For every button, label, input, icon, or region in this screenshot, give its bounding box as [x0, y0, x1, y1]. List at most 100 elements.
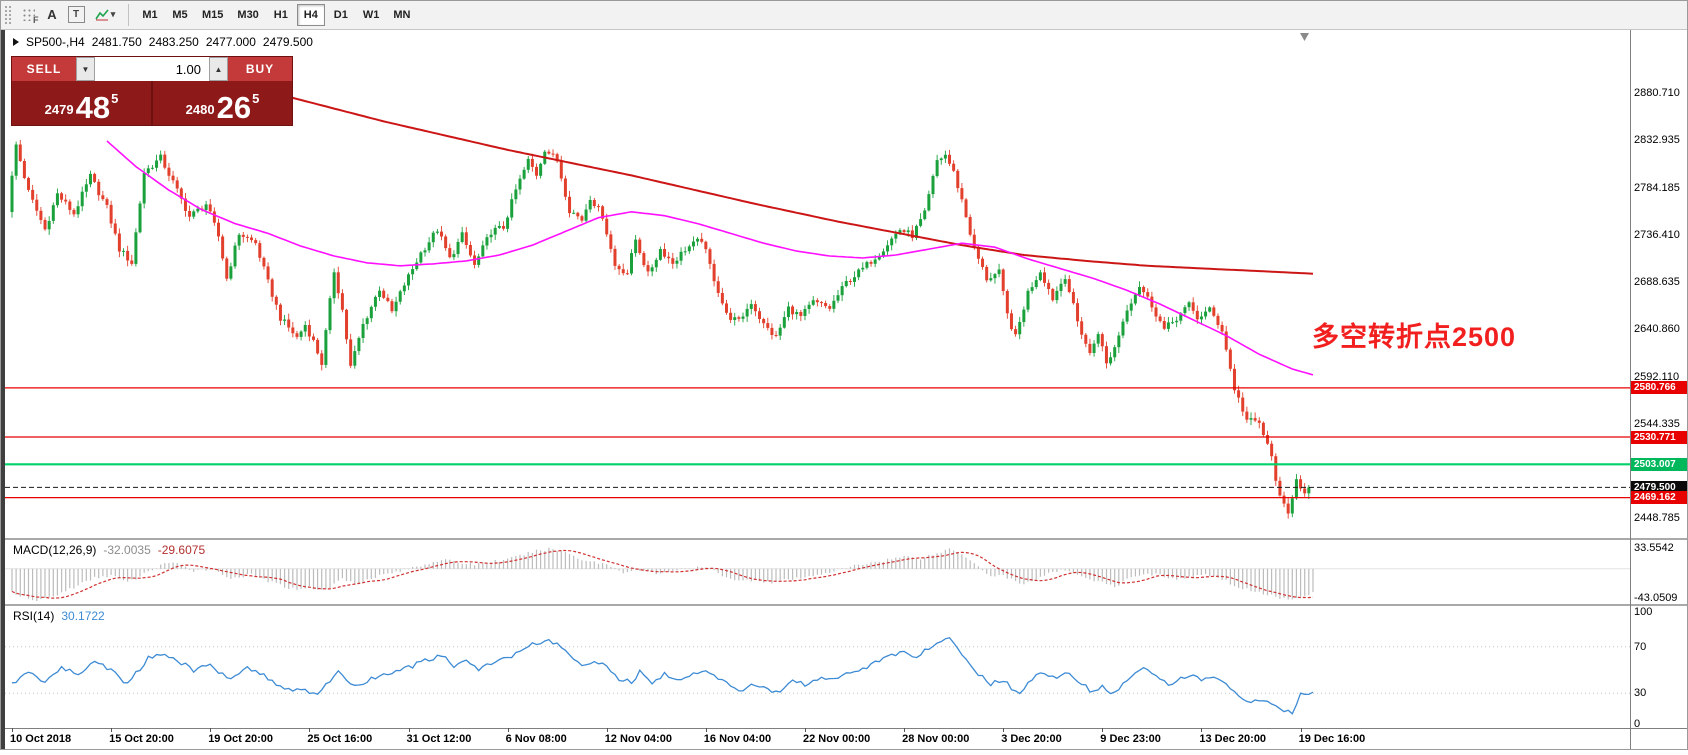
ohlc-header: SP500-,H4 2481.750 2483.250 2477.000 247… [13, 35, 313, 49]
macd-axis-label: -43.0509 [1634, 592, 1678, 604]
timeframe-button-m1[interactable]: M1 [142, 8, 158, 21]
time-axis-tick [904, 728, 906, 732]
price-axis-label: 2688.635 [1634, 275, 1680, 288]
time-axis-tick [805, 728, 806, 732]
time-axis-label: 19 Oct 20:00 [208, 733, 274, 745]
rsi-name: RSI(14) [13, 609, 55, 623]
price-axis-label: 2448.785 [1634, 511, 1680, 524]
time-axis-border [5, 728, 1688, 729]
ask-price-display[interactable]: 2480 26 5 [153, 81, 292, 125]
rsi-axis-label: 30 [1634, 687, 1647, 700]
price-axis-label: 2592.110 [1634, 370, 1680, 383]
price-axis-label: 2544.335 [1634, 417, 1680, 430]
one-click-trade-panel: SELL ▼ 1.00 ▲ BUY 2479 48 5 2480 26 5 [11, 56, 293, 126]
macd-panel-resize-divider[interactable] [5, 538, 1688, 540]
price-level-badge: 2530.771 [1631, 430, 1688, 444]
rsi-axis-label: 100 [1634, 606, 1653, 618]
time-axis-label: 22 Nov 00:00 [803, 733, 871, 745]
timeframe-button-mn[interactable]: MN [393, 8, 411, 21]
bid-price-display[interactable]: 2479 48 5 [12, 81, 153, 125]
time-axis-label: 12 Nov 04:00 [604, 733, 672, 745]
time-axis-tick [507, 728, 509, 732]
time-axis-tick [210, 728, 212, 732]
time-axis-tick [1300, 728, 1302, 732]
rsi-panel-resize-divider[interactable] [5, 604, 1688, 606]
time-axis-label: 19 Dec 16:00 [1298, 733, 1366, 745]
rsi-label: RSI(14) 30.1722 [13, 609, 105, 623]
dots-grid-glyph: F [21, 8, 39, 25]
price-level-badge: 2503.007 [1631, 457, 1688, 471]
time-axis-label: 31 Oct 12:00 [406, 733, 472, 745]
time-axis-tick [1003, 728, 1005, 732]
symbol-title: SP500-,H4 [26, 35, 85, 49]
sell-button[interactable]: SELL [12, 57, 76, 81]
timeframe-button-h1[interactable]: H1 [273, 8, 288, 21]
ohlc-high: 2483.250 [148, 35, 199, 49]
text-label-icon[interactable]: T [64, 3, 88, 27]
price-axis-label: 2640.860 [1634, 322, 1680, 335]
font-icon[interactable]: A [47, 7, 57, 22]
macd-signal-value: -29.6075 [157, 543, 206, 557]
toolbar: F A T ▾ M1 M5 M15 M30 H1 H4 D1 W1 MN [0, 0, 1688, 30]
lot-size-input[interactable]: 1.00 [95, 57, 209, 81]
ask-integer: 2480 [185, 102, 215, 117]
rsi-axis-label: 70 [1634, 640, 1647, 653]
rsi-value: 30.1722 [61, 609, 105, 623]
window-left-edge [0, 30, 5, 750]
price-level-badge: 2469.162 [1631, 491, 1688, 505]
toolbar-separator [128, 3, 129, 26]
price-axis-border [1630, 30, 1631, 750]
dropdown-caret-icon: ▾ [110, 9, 116, 19]
timeframe-button-h4[interactable]: H4 [296, 3, 325, 26]
indicator-zigzag-icon [95, 8, 109, 20]
time-axis-label: 28 Nov 00:00 [902, 733, 970, 745]
price-axis-label: 2880.710 [1634, 87, 1680, 100]
time-axis-label: 25 Oct 16:00 [307, 733, 373, 745]
time-axis-label: 9 Dec 23:00 [1100, 733, 1161, 745]
time-axis-label: 10 Oct 2018 [10, 733, 72, 745]
toolbar-grip[interactable] [4, 4, 11, 25]
lot-increase-button[interactable]: ▲ [209, 57, 228, 81]
timeframe-button-m5[interactable]: M5 [172, 8, 188, 21]
ohlc-close: 2479.500 [262, 35, 313, 49]
time-axis-tick [12, 728, 13, 732]
ask-pipette: 5 [252, 91, 260, 106]
price-axis-label: 2832.935 [1634, 134, 1680, 147]
time-axis-tick [1102, 728, 1104, 732]
time-axis-label: 3 Dec 20:00 [1001, 733, 1062, 745]
time-axis-label: 13 Dec 20:00 [1199, 733, 1267, 745]
buy-button[interactable]: BUY [228, 57, 292, 81]
lot-decrease-button[interactable]: ▼ [76, 57, 95, 81]
time-axis-tick [705, 728, 707, 732]
timeframe-button-d1[interactable]: D1 [333, 8, 348, 21]
price-axis-label: 2736.410 [1634, 229, 1680, 241]
bid-pipette: 5 [111, 91, 119, 106]
macd-main-value: -32.0035 [103, 543, 151, 557]
macd-label: MACD(12,26,9) -32.0035 -29.6075 [13, 543, 205, 557]
timeframe-button-w1[interactable]: W1 [362, 8, 380, 21]
timeframe-group: M1 M5 M15 M30 H1 H4 D1 W1 MN [135, 3, 417, 26]
timeframe-button-m30[interactable]: M30 [237, 8, 259, 21]
bid-pips: 48 [75, 89, 111, 125]
chart-annotation-text: 多空转折点2500 [1312, 322, 1517, 352]
rsi-axis-label: 0 [1634, 718, 1641, 730]
macd-name: MACD(12,26,9) [13, 543, 97, 557]
ask-pips: 26 [216, 89, 252, 125]
symbol-marker-icon [13, 38, 19, 46]
ohlc-open: 2481.750 [91, 35, 142, 49]
bid-integer: 2479 [44, 102, 74, 117]
ohlc-low: 2477.000 [205, 35, 256, 49]
macd-axis-label: 33.5542 [1634, 542, 1674, 554]
time-axis-tick [1201, 728, 1203, 732]
dots-grid-icon[interactable]: F [16, 3, 40, 27]
time-axis-label: 15 Oct 20:00 [109, 733, 174, 745]
time-axis-tick [408, 728, 410, 732]
indicators-icon[interactable]: ▾ [88, 3, 122, 27]
price-level-badge: 2479.500 [1631, 480, 1688, 494]
time-axis-tick [309, 728, 311, 732]
time-axis-label: 16 Nov 04:00 [703, 733, 772, 745]
timeframe-button-m15[interactable]: M15 [202, 8, 224, 21]
time-axis-tick [606, 728, 608, 732]
time-axis-tick [111, 728, 113, 732]
